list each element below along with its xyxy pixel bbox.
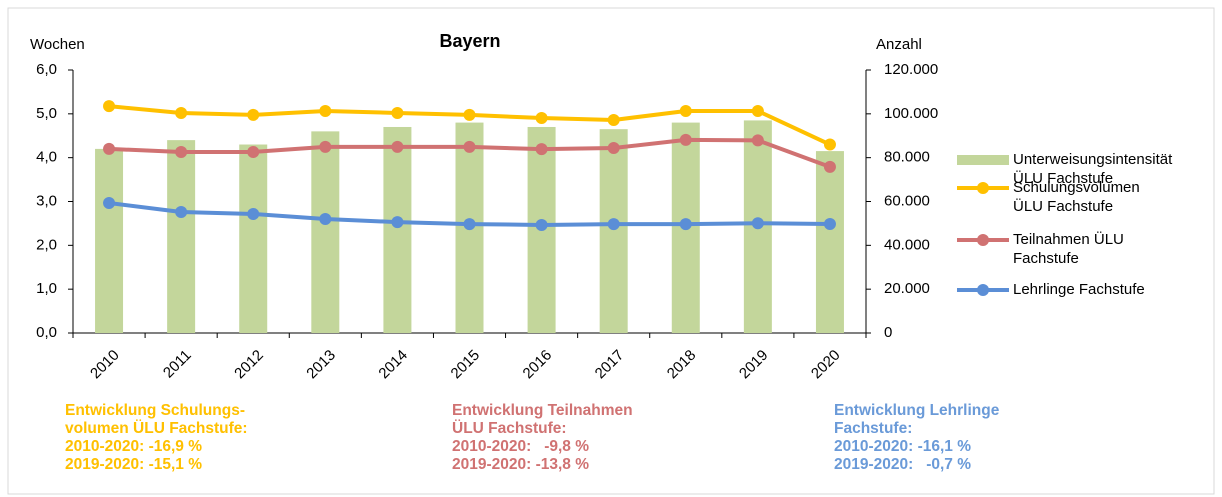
bar: [95, 148, 124, 333]
annotation: volumen ÜLU Fachstufe:: [65, 420, 248, 437]
marker: [247, 207, 260, 220]
y-axis-label: Wochen: [30, 36, 85, 53]
marker: [319, 213, 332, 226]
y-tick-label: 3,0: [36, 192, 57, 209]
bar: [239, 144, 268, 333]
x-tick-label: 2019: [736, 347, 772, 383]
marker: [247, 145, 260, 158]
x-tick-label: 2017: [592, 347, 628, 383]
x-tick-label: 2012: [231, 347, 267, 383]
bar: [599, 129, 628, 333]
x-tick-label: 2018: [664, 347, 700, 383]
marker: [823, 138, 836, 151]
annotation: 2019-2020: -15,1 %: [65, 456, 203, 473]
y2-tick-label: 0: [884, 324, 892, 341]
legend-label: Unterweisungsintensität ÜLU Fachstufe: [1013, 151, 1173, 187]
chart-title: Bayern: [439, 31, 500, 51]
marker: [103, 100, 116, 113]
marker: [751, 134, 764, 147]
annotation: 2010-2020: -16,9 %: [65, 438, 203, 455]
annotation: Fachstufe:: [834, 420, 913, 437]
marker: [247, 108, 260, 121]
x-tick-label: 2010: [87, 347, 123, 383]
marker: [175, 206, 188, 219]
marker: [103, 197, 116, 210]
marker: [679, 133, 692, 146]
bar: [815, 151, 844, 333]
marker: [391, 106, 404, 119]
y-tick-label: 4,0: [36, 149, 57, 166]
bar: [383, 126, 412, 333]
y2-tick-label: 100.000: [884, 105, 938, 122]
marker: [679, 104, 692, 117]
marker: [607, 113, 620, 126]
bar: [311, 131, 340, 333]
legend-label: Lehrlinge Fachstufe: [1013, 281, 1145, 298]
marker: [391, 216, 404, 229]
marker: [391, 140, 404, 153]
x-tick-label: 2015: [448, 347, 484, 383]
marker: [535, 111, 548, 124]
y-tick-label: 6,0: [36, 61, 57, 78]
y-tick-label: 2,0: [36, 236, 57, 253]
annotation: 2019-2020: -13,8 %: [452, 456, 590, 473]
marker: [175, 145, 188, 158]
marker: [535, 218, 548, 231]
bar: [167, 140, 196, 333]
y2-tick-label: 60.000: [884, 192, 930, 209]
y2-tick-label: 40.000: [884, 236, 930, 253]
marker: [103, 142, 116, 155]
annotation: ÜLU Fachstufe:: [452, 420, 567, 437]
annotation: 2010-2020: -16,1 %: [834, 438, 972, 455]
x-tick-label: 2013: [303, 347, 339, 383]
marker: [319, 104, 332, 117]
legend-label: Teilnahmen ÜLU Fachstufe: [1013, 231, 1124, 267]
legend-swatch: [977, 234, 989, 246]
x-tick-label: 2020: [808, 347, 844, 383]
marker: [751, 217, 764, 230]
y-tick-label: 0,0: [36, 324, 57, 341]
annotation: Entwicklung Lehrlinge: [834, 402, 1000, 419]
y2-tick-label: 120.000: [884, 61, 938, 78]
marker: [535, 143, 548, 156]
y2-axis-label: Anzahl: [876, 36, 922, 53]
marker: [823, 217, 836, 230]
x-tick-label: 2016: [520, 347, 556, 383]
legend-label: Schulungsvolumen ÜLU Fachstufe: [1013, 179, 1140, 215]
marker: [823, 160, 836, 173]
marker: [463, 108, 476, 121]
marker: [463, 218, 476, 231]
annotation: 2010-2020: -9,8 %: [452, 438, 590, 455]
x-tick-label: 2014: [375, 347, 411, 383]
annotation: Entwicklung Teilnahmen: [452, 402, 633, 419]
annotation: Entwicklung Schulungs-: [65, 402, 245, 419]
legend-swatch: [977, 284, 989, 296]
marker: [319, 140, 332, 153]
marker: [751, 104, 764, 117]
y2-tick-label: 20.000: [884, 280, 930, 297]
marker: [607, 142, 620, 155]
annotation: 2019-2020: -0,7 %: [834, 456, 972, 473]
marker: [463, 140, 476, 153]
marker: [175, 106, 188, 119]
legend-swatch: [957, 155, 1009, 165]
marker: [679, 218, 692, 231]
chart-border: [7, 7, 1215, 495]
y-tick-label: 5,0: [36, 105, 57, 122]
x-tick-label: 2011: [160, 347, 195, 382]
y2-tick-label: 80.000: [884, 149, 930, 166]
y-tick-label: 1,0: [36, 280, 57, 297]
legend-swatch: [977, 182, 989, 194]
marker: [607, 218, 620, 231]
